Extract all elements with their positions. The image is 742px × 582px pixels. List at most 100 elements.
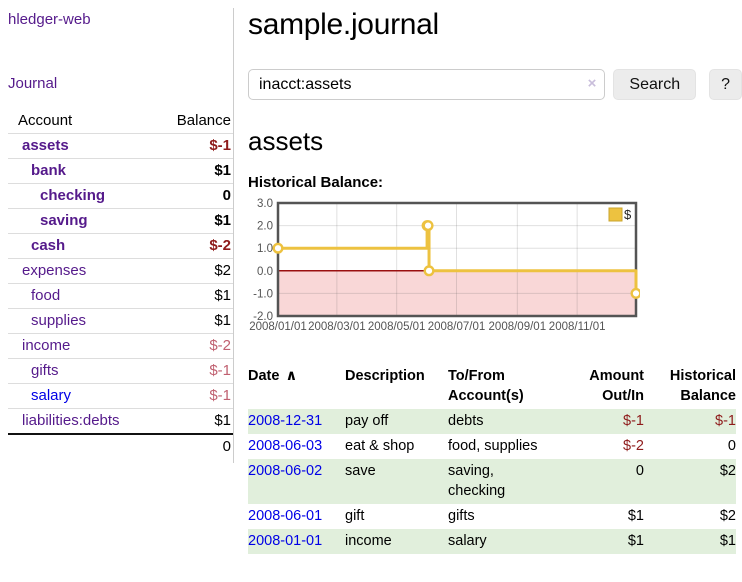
total-spacer [8,433,151,459]
search-button[interactable]: Search [613,69,697,100]
account-balance: $-2 [150,333,233,359]
account-link[interactable]: gifts [31,362,59,379]
transaction-description: pay off [345,413,389,429]
page-title: sample.journal [248,8,439,41]
account-balance: $1 [150,208,233,234]
account-balance: $1 [150,308,233,334]
transaction-amount: $-1 [623,413,644,429]
transaction-description: eat & shop [345,438,415,454]
transaction-date-link[interactable]: 2008-06-02 [248,463,323,479]
account-link[interactable]: saving [40,212,88,229]
transaction-description: income [345,533,392,549]
account-link[interactable]: checking [40,187,106,204]
svg-text:2008/03/01: 2008/03/01 [308,321,366,333]
header-label: Out/In [602,388,644,404]
register-header-row: Date ∧ Description To/From Account(s) Amount O… [248,363,736,409]
transaction-date-link[interactable]: 2008-06-01 [248,508,323,524]
transaction-date: 2008-06-01 [248,504,345,529]
transaction-row: 2008-01-01 income salary $1 $1 [248,529,736,554]
header-label: Date [248,368,280,384]
svg-text:-2.0: -2.0 [253,311,273,323]
account-tree-body: assets $-1 bank $1 checking 0 saving $1 cash $-2 e… [8,133,233,434]
account-balance: $-1 [150,358,233,384]
transaction-amount: $1 [627,508,644,524]
help-button[interactable]: ? [709,69,742,100]
transaction-date-link[interactable]: 2008-06-03 [248,438,323,454]
account-cell: food [8,283,151,309]
historical-balance-chart: 2008/01/01 2008/03/01 2008/05/01 2008/07/01… [248,197,642,337]
svg-text:-1.0: -1.0 [253,288,273,300]
account-cell: bank [8,158,151,184]
account-link[interactable]: expenses [22,262,87,279]
transaction-date: 2008-06-02 [248,459,345,504]
svg-text:2008/09/01: 2008/09/01 [489,321,547,333]
account-row: liabilities:debts $1 [8,408,233,434]
account-link[interactable]: bank [31,162,67,179]
account-row: income $-2 [8,333,233,359]
account-link[interactable]: salary [31,387,72,404]
account-cell: liabilities:debts [8,408,151,434]
transaction-balance: $-1 [715,413,736,429]
page: hledger-web Journal Account Balance asse… [8,8,742,554]
register-column-header[interactable]: Date ∧ [248,363,345,409]
account-cell: assets [8,133,151,159]
account-cell: checking [8,183,151,209]
sidebar-item-journal[interactable]: Journal [8,75,58,92]
transaction-date-link[interactable]: 2008-12-31 [248,413,323,429]
register-column-header: Amount Out/In [548,363,644,409]
sidebar: hledger-web Journal Account Balance asse… [8,8,234,463]
account-row: assets $-1 [8,133,233,159]
account-cell: salary [8,383,151,409]
main-content: sample.journal × Search ? assets Histori… [234,8,742,554]
account-balance: $1 [150,158,233,184]
account-balance: $-1 [150,383,233,409]
account-balance: $-1 [150,133,233,159]
account-link[interactable]: food [31,287,61,304]
account-cell: supplies [8,308,151,334]
account-row: saving $1 [8,208,233,234]
legend-label: $ [624,207,632,222]
account-heading: assets [248,126,324,156]
account-link[interactable]: liabilities:debts [22,412,120,429]
transaction-description: gift [345,508,365,524]
chart-heading: Historical Balance: [248,174,384,191]
account-cell: saving [8,208,151,234]
svg-text:2.0: 2.0 [257,221,273,233]
account-balance: 0 [150,183,233,209]
clear-search-icon[interactable]: × [587,75,597,92]
transaction-amount: $1 [627,533,644,549]
account-row: salary $-1 [8,383,233,409]
account-cell: gifts [8,358,151,384]
account-row: checking 0 [8,183,233,209]
svg-text:2008/07/01: 2008/07/01 [428,321,486,333]
transaction-balance: 0 [727,438,736,454]
account-link[interactable]: income [22,337,71,354]
transaction-balance: $1 [719,533,736,549]
account-cell: income [8,333,151,359]
account-balance-table: Account Balance assets $-1 bank $1 checking 0… [8,108,233,459]
search-input[interactable] [248,69,606,100]
app-title-link[interactable]: hledger-web [8,11,91,28]
transaction-row: 2008-12-31 pay off debts $-1 $-1 [248,409,736,434]
account-table-header-row: Account Balance [8,108,233,134]
transaction-balance: $2 [719,508,736,524]
account-row: food $1 [8,283,233,309]
balance-column-header: Balance [176,112,231,129]
transaction-date-link[interactable]: 2008-01-01 [248,533,323,549]
account-column-header: Account [18,112,73,129]
account-link[interactable]: assets [22,137,69,154]
total-balance: 0 [150,433,233,459]
svg-text:2008/05/01: 2008/05/01 [368,321,426,333]
sort-ascending-icon: ∧ [285,368,298,384]
transaction-accounts: salary [448,533,487,549]
register-column-header: To/From Account(s) [448,363,548,409]
account-balance: $1 [150,408,233,434]
transaction-row: 2008-06-01 gift gifts $1 $2 [248,504,736,529]
account-row: expenses $2 [8,258,233,284]
account-link[interactable]: supplies [31,312,87,329]
svg-text:0.0: 0.0 [257,266,273,278]
svg-text:1.0: 1.0 [257,243,273,255]
transaction-amount: $-2 [623,438,644,454]
account-total-row: 0 [8,433,233,459]
account-link[interactable]: cash [31,237,66,254]
